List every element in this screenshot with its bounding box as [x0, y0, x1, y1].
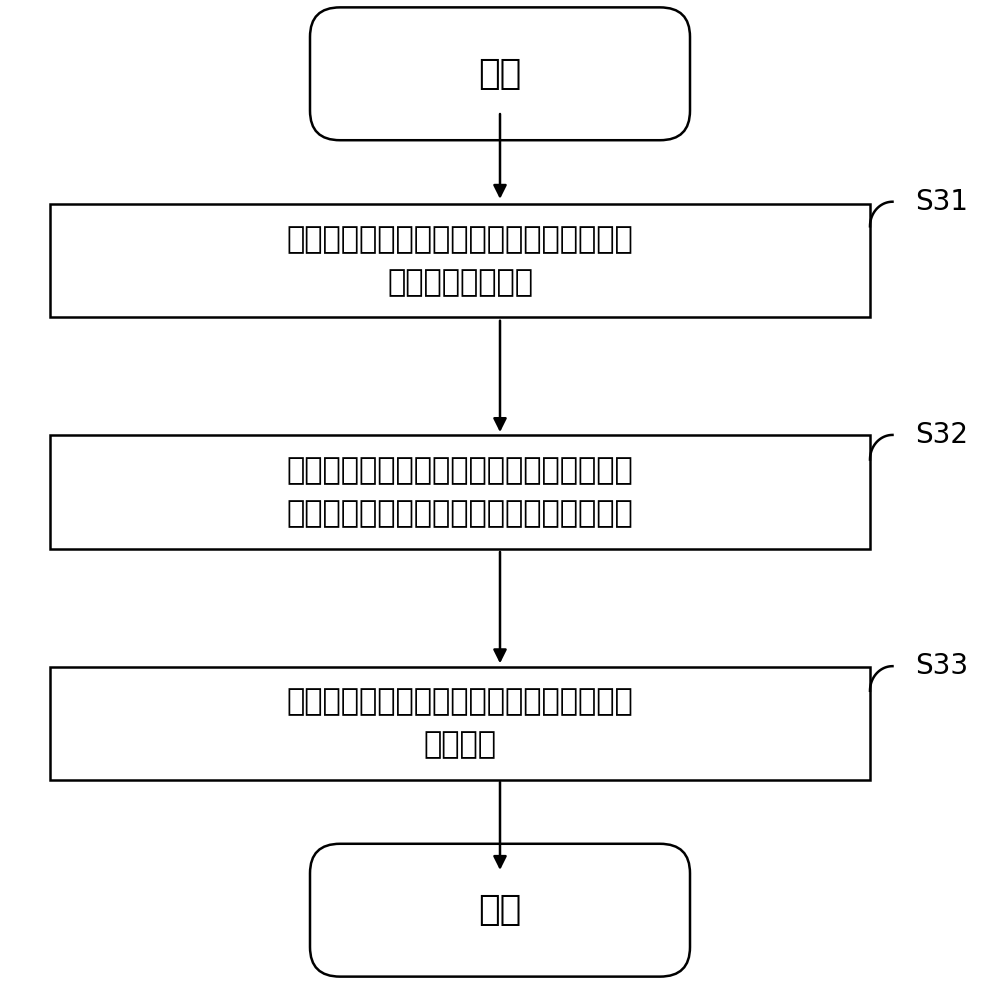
Text: 为所述分配节点增加一个预分配负载，返回
分配节点: 为所述分配节点增加一个预分配负载，返回 分配节点 — [287, 688, 633, 759]
FancyBboxPatch shape — [310, 7, 690, 140]
Text: 开始: 开始 — [478, 57, 522, 91]
Text: S33: S33 — [915, 652, 968, 680]
Text: 结束: 结束 — [478, 893, 522, 927]
FancyBboxPatch shape — [310, 843, 690, 976]
Text: 判断缓存节点池中的所有节点的负载是否都
超过第二负载阈値: 判断缓存节点池中的所有节点的负载是否都 超过第二负载阈値 — [287, 225, 633, 296]
Bar — [50, 667, 870, 779]
Bar — [50, 435, 870, 548]
Text: 搜索缓存节点池，在负载低于第二负载阈値
的节点中获取负载最小的节点作为分配节点: 搜索缓存节点池，在负载低于第二负载阈値 的节点中获取负载最小的节点作为分配节点 — [287, 457, 633, 527]
Text: S31: S31 — [915, 188, 968, 215]
Text: S32: S32 — [915, 421, 968, 449]
Bar — [50, 205, 870, 317]
